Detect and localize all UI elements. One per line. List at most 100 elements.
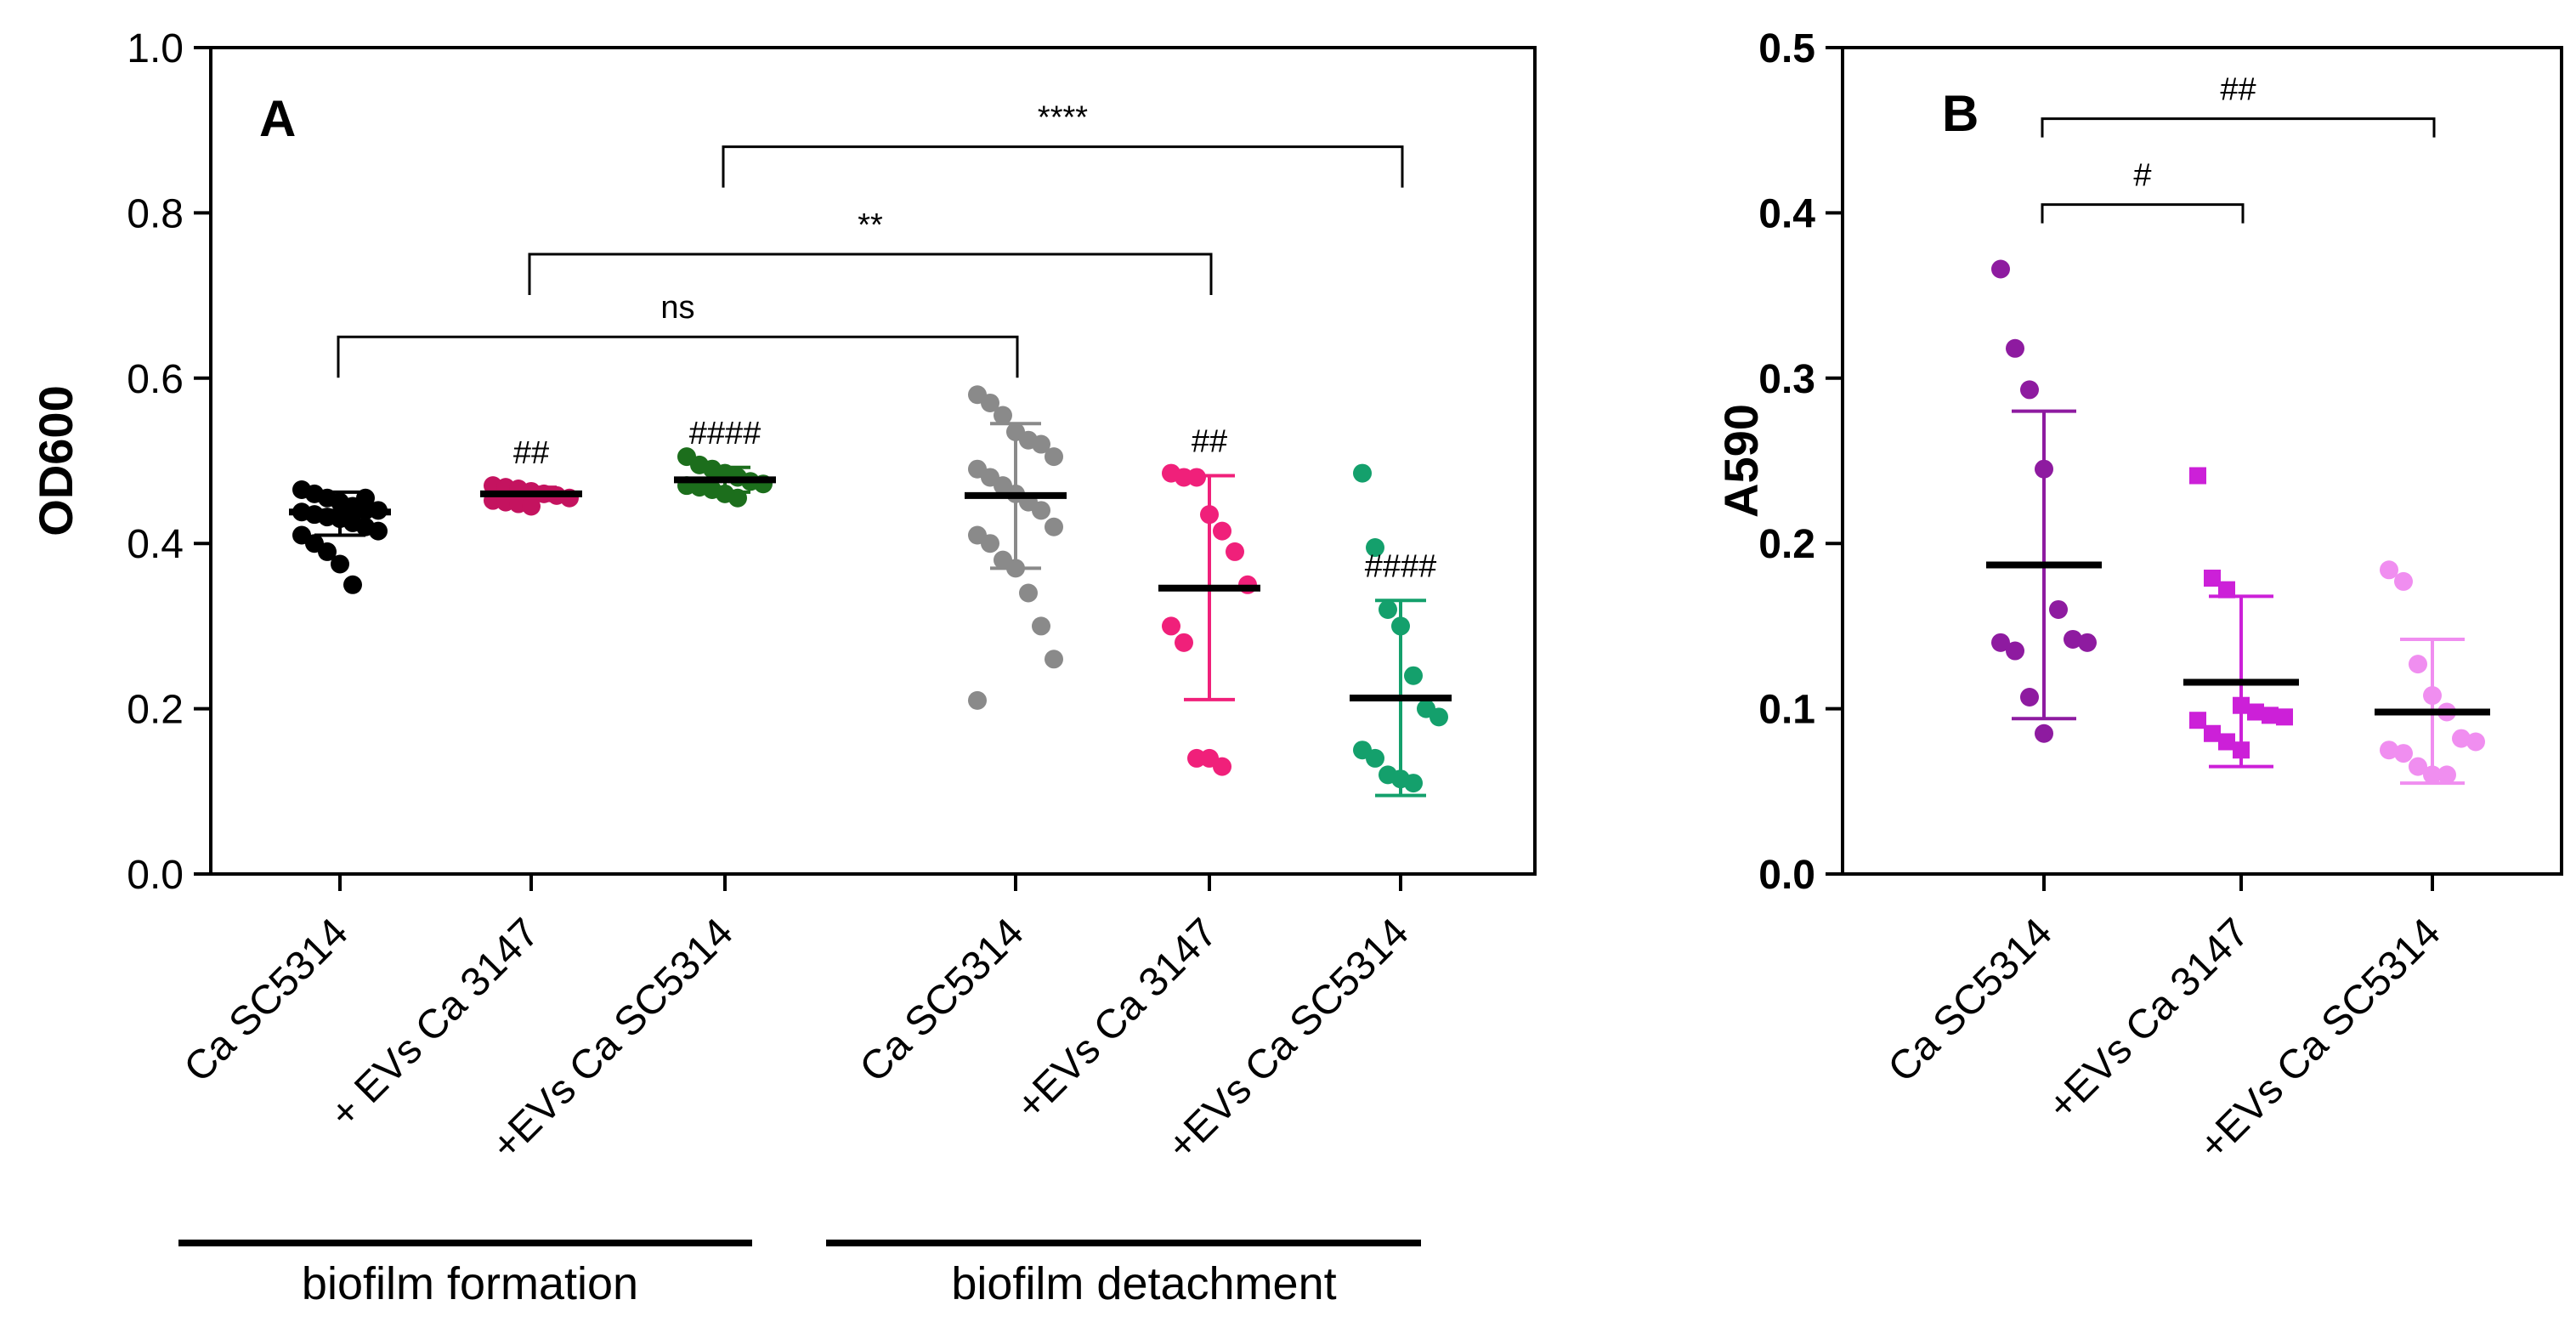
x-category-label: +EVs Ca 3147: [2039, 910, 2257, 1128]
data-point: [2466, 732, 2485, 752]
panel-a-y-axis-title: OD600: [29, 385, 82, 536]
series-5: ####: [1350, 463, 1452, 797]
data-point: [994, 406, 1012, 425]
comparison-label: ****: [1038, 100, 1088, 136]
data-point: [1226, 542, 1244, 561]
data-point: [2380, 741, 2398, 760]
data-point: [1032, 434, 1050, 454]
data-point: [981, 534, 999, 553]
series-annotation: ##: [1192, 423, 1227, 459]
panel-a-y-ticks: 0.0 0.2 0.4 0.6 0.8 1.0: [127, 26, 211, 898]
y-tick-label: 1.0: [127, 26, 184, 71]
data-point: [2423, 686, 2442, 706]
series-annotation: ####: [689, 416, 761, 451]
x-category-label: Ca SC5314: [176, 910, 357, 1091]
panel-b-comparisons: ###: [2041, 72, 2436, 224]
y-tick-label: 0.2: [1758, 522, 1815, 567]
series-0: [289, 480, 391, 594]
data-point: [1045, 650, 1063, 669]
data-point: [2035, 459, 2053, 479]
data-point: [2189, 467, 2206, 485]
data-point: [1200, 505, 1219, 525]
data-point: [2247, 703, 2264, 721]
panel-a-letter: A: [259, 90, 296, 147]
panel-a-comparisons: ns******: [337, 100, 1404, 378]
x-category-label: + EVs Ca 3147: [321, 910, 548, 1137]
comparison-bracket: [2041, 203, 2245, 224]
data-point: [1353, 463, 1372, 483]
data-point: [2218, 581, 2235, 599]
data-point: [1045, 447, 1063, 467]
data-point: [1404, 774, 1423, 793]
data-point: [1006, 559, 1025, 578]
data-point: [2078, 633, 2097, 652]
data-point: [2020, 380, 2039, 400]
data-point: [2020, 687, 2039, 707]
data-point: [2218, 733, 2235, 751]
data-point: [1991, 633, 2010, 652]
y-tick-label: 0.1: [1758, 688, 1815, 733]
data-point: [2006, 338, 2024, 358]
data-point: [522, 497, 541, 516]
panel-b-series: [1986, 259, 2490, 786]
data-point: [1187, 468, 1206, 487]
x-category-label: Ca SC5314: [1880, 910, 2061, 1091]
data-point: [1391, 616, 1410, 636]
y-tick-label: 0.2: [127, 688, 184, 733]
data-point: [981, 393, 999, 412]
comparison-bracket: [528, 253, 1213, 295]
data-point: [1019, 583, 1038, 603]
data-point: [2409, 757, 2427, 776]
data-point: [2204, 724, 2221, 742]
data-point: [2233, 696, 2250, 714]
series-1: [2183, 467, 2299, 769]
series-2: [2375, 560, 2490, 786]
panel-a-frame: [209, 46, 1537, 876]
y-tick-label: 0.3: [1758, 357, 1815, 402]
y-tick-label: 0.0: [127, 853, 184, 898]
data-point: [2409, 655, 2427, 674]
series-1: ##: [480, 435, 582, 516]
y-tick-label: 0.8: [127, 191, 184, 236]
data-point: [2233, 741, 2250, 759]
y-tick-label: 0.0: [1758, 853, 1815, 898]
series-annotation: ##: [513, 435, 549, 471]
comparison-label: #: [2133, 158, 2151, 194]
data-point: [2394, 571, 2413, 591]
comparison-bracket: [337, 335, 1019, 378]
group-label-detachment: biofilm detachment: [951, 1258, 1336, 1309]
y-tick-label: 0.6: [127, 357, 184, 402]
panel-a-x-ticks: [338, 874, 1402, 891]
data-point: [2035, 724, 2053, 743]
data-point: [2452, 729, 2471, 748]
data-point: [1213, 521, 1231, 541]
data-point: [1366, 748, 1384, 768]
comparison-bracket: [2041, 117, 2436, 138]
comparison-label: **: [858, 207, 883, 243]
data-point: [2394, 744, 2413, 763]
series-4: ##: [1158, 423, 1260, 776]
data-point: [1379, 599, 1397, 619]
panel-a: A OD600 0.00.20.40.60.81.0 ns****** ####…: [29, 26, 1537, 1309]
data-point: [1045, 517, 1063, 536]
panel-b-frame: [1841, 46, 2563, 876]
data-point: [2204, 570, 2221, 587]
data-point: [1175, 633, 1193, 652]
comparison-label: ns: [660, 290, 694, 326]
panel-b-y-axis-title: A590: [1714, 404, 1768, 518]
y-tick-label: 0.4: [127, 522, 184, 567]
data-point: [331, 554, 349, 574]
data-point: [968, 690, 987, 710]
group-label-formation: biofilm formation: [302, 1258, 638, 1309]
data-point: [2380, 560, 2398, 580]
panel-b-y-ticks: 0.0 0.1 0.2 0.3 0.4 0.5: [1758, 26, 1843, 898]
data-point: [1213, 757, 1231, 776]
data-point: [2049, 599, 2068, 619]
data-point: [1032, 501, 1050, 520]
data-point: [728, 488, 747, 508]
data-point: [2189, 712, 2206, 729]
panel-b-category-labels: Ca SC5314+EVs Ca 3147+EVs Ca SC5314: [1880, 910, 2449, 1168]
data-point: [1404, 666, 1423, 685]
data-point: [1366, 538, 1384, 558]
